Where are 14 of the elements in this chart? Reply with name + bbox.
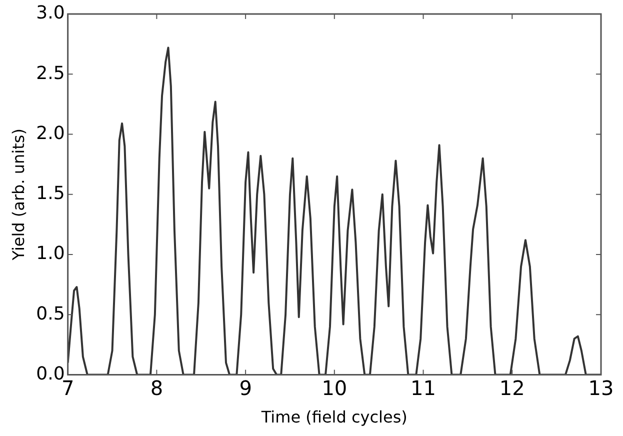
y-tick-label: 0.5 (36, 303, 65, 324)
x-tick-label: 12 (499, 376, 525, 400)
x-tick-label: 9 (239, 376, 252, 400)
y-tick-label: 3.0 (36, 2, 65, 24)
x-tick-label: 13 (588, 376, 614, 400)
y-tick-label: 1.5 (36, 183, 65, 204)
y-tick-label: 1.0 (36, 243, 65, 264)
x-tick-label: 10 (322, 376, 348, 400)
x-axis-title: Time (field cycles) (260, 408, 408, 427)
y-tick-label: 2.5 (36, 62, 65, 84)
x-tick-label: 8 (150, 376, 164, 400)
x-tick-label: 11 (410, 376, 436, 400)
y-axis-title: Yield (arb. units) (8, 128, 28, 262)
y-tick-label: 2.0 (36, 122, 65, 144)
